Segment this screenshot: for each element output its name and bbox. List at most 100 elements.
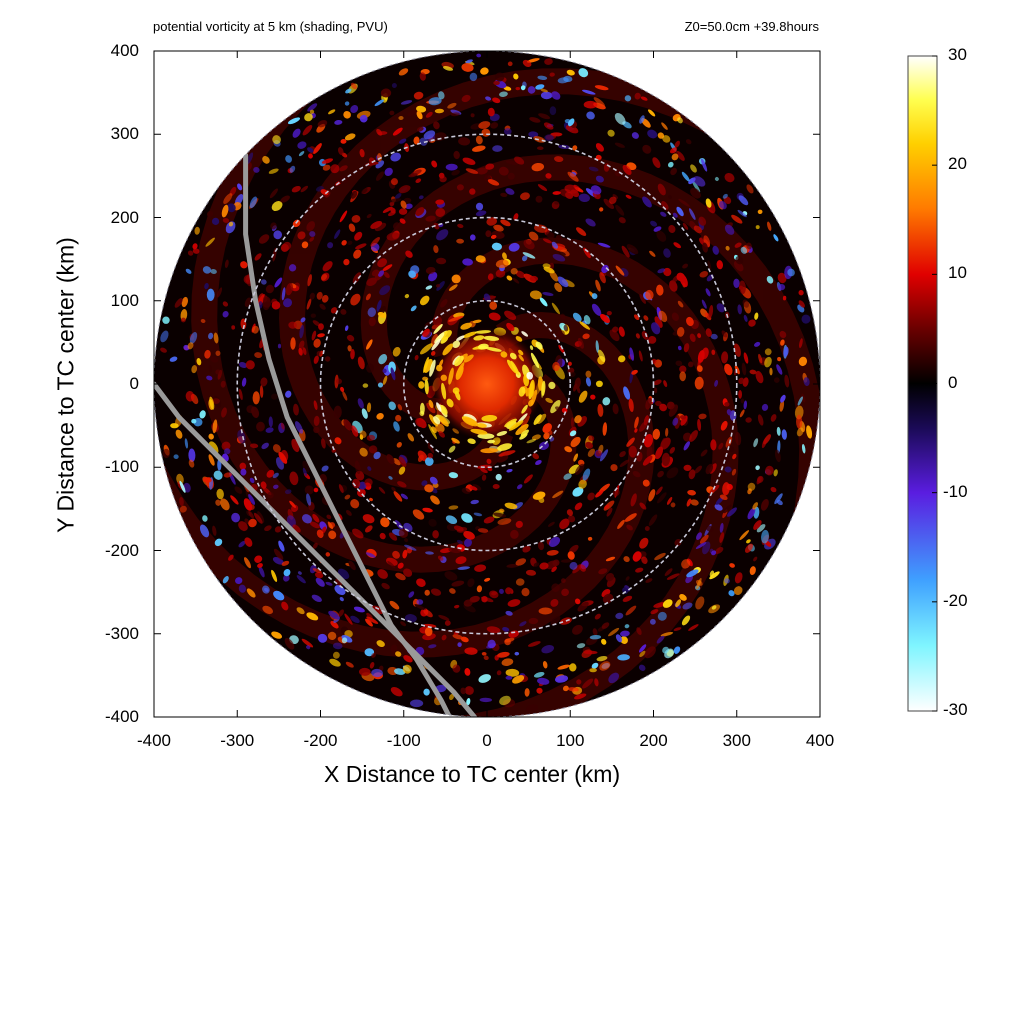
pv-cell bbox=[709, 571, 720, 580]
pv-cell bbox=[308, 153, 313, 159]
pv-cell bbox=[587, 448, 596, 457]
pv-cell bbox=[661, 122, 668, 130]
pv-cell bbox=[278, 540, 285, 552]
pv-eyewall-cell bbox=[518, 354, 524, 362]
pv-cell bbox=[271, 393, 278, 400]
pv-cell bbox=[321, 465, 329, 472]
pv-cell bbox=[711, 550, 717, 556]
pv-cell bbox=[601, 622, 610, 629]
pv-cell bbox=[457, 223, 464, 229]
pv-cell bbox=[657, 611, 667, 621]
pv-cell bbox=[734, 572, 743, 584]
pv-cell bbox=[319, 303, 326, 310]
pv-cell bbox=[478, 674, 491, 683]
pv-cell bbox=[422, 633, 436, 641]
pv-cell bbox=[597, 403, 604, 417]
pv-cell bbox=[208, 364, 212, 373]
pv-cell bbox=[423, 130, 436, 140]
pv-cell bbox=[398, 528, 409, 538]
pv-cell bbox=[765, 465, 774, 476]
pv-cell bbox=[444, 571, 458, 581]
pv-cell bbox=[666, 573, 680, 580]
pv-cell bbox=[340, 138, 347, 144]
pv-cell bbox=[606, 310, 612, 316]
pv-cell bbox=[505, 668, 520, 677]
pv-cell bbox=[272, 472, 279, 479]
pv-cell bbox=[397, 404, 403, 411]
pv-cell bbox=[238, 521, 248, 532]
pv-cell bbox=[723, 504, 732, 514]
pv-cell bbox=[515, 520, 523, 528]
pv-eyewall-cell bbox=[500, 351, 508, 358]
pv-cell bbox=[514, 651, 520, 656]
pv-cell bbox=[231, 512, 241, 523]
pv-cell bbox=[444, 620, 451, 626]
pv-cell bbox=[392, 458, 401, 466]
pv-cell bbox=[499, 508, 505, 513]
pv-cell bbox=[682, 602, 693, 610]
pv-cell bbox=[224, 259, 229, 269]
pv-cell bbox=[222, 576, 229, 584]
pv-cell bbox=[650, 220, 658, 227]
pv-cell bbox=[306, 493, 312, 506]
pv-cell bbox=[325, 552, 331, 557]
pv-eyewall-cell bbox=[436, 402, 442, 412]
pv-cell bbox=[221, 407, 227, 418]
pv-cell bbox=[265, 427, 274, 433]
pv-cell bbox=[204, 349, 211, 359]
pv-cell bbox=[642, 455, 653, 466]
pv-cell bbox=[636, 627, 642, 635]
pv-cell bbox=[240, 468, 247, 476]
pv-cell bbox=[162, 316, 170, 324]
pv-cell bbox=[697, 418, 702, 431]
pv-cell bbox=[278, 451, 288, 464]
pv-cell bbox=[340, 309, 347, 315]
pv-cell bbox=[277, 343, 282, 349]
pv-cell bbox=[656, 635, 665, 644]
pv-cell bbox=[302, 124, 313, 136]
pv-cell bbox=[663, 267, 672, 277]
pv-cell bbox=[414, 354, 419, 361]
pv-cell bbox=[709, 570, 715, 577]
pv-cell bbox=[359, 114, 368, 123]
pv-cell bbox=[235, 577, 243, 585]
pv-cell bbox=[731, 214, 743, 224]
pv-eyewall-cell bbox=[434, 332, 445, 344]
pv-cell bbox=[359, 430, 367, 438]
pv-cell bbox=[672, 212, 678, 218]
pv-cell bbox=[359, 447, 368, 457]
pv-cell bbox=[422, 507, 433, 513]
pv-cell bbox=[284, 637, 295, 650]
pv-cell bbox=[288, 321, 297, 329]
pv-cell bbox=[609, 329, 620, 342]
pv-cell bbox=[589, 668, 597, 673]
pv-cell bbox=[470, 113, 475, 118]
pv-cell bbox=[403, 568, 413, 577]
pv-cell bbox=[524, 688, 530, 697]
pv-cell bbox=[416, 110, 423, 120]
pv-cell bbox=[301, 241, 309, 249]
pv-cell bbox=[673, 627, 682, 632]
pv-cell bbox=[554, 406, 563, 412]
pv-cell bbox=[367, 307, 377, 317]
pv-cell bbox=[325, 581, 333, 586]
pv-cell bbox=[733, 586, 743, 596]
pv-cell bbox=[436, 257, 447, 265]
pv-cell bbox=[408, 173, 418, 178]
pv-cell bbox=[377, 382, 384, 388]
pv-cell bbox=[309, 521, 320, 529]
pv-cell bbox=[513, 213, 519, 221]
pv-cell bbox=[634, 416, 639, 429]
pv-cell bbox=[187, 342, 194, 350]
pv-cell bbox=[504, 502, 518, 510]
pv-cell bbox=[668, 224, 676, 234]
y-tick-label: 100 bbox=[110, 290, 139, 310]
pv-eyewall-cell bbox=[520, 429, 529, 437]
pv-cell bbox=[484, 577, 491, 582]
pv-eyewall-cell bbox=[483, 335, 500, 341]
pv-cell bbox=[612, 194, 619, 199]
pv-cell bbox=[300, 317, 306, 323]
pv-cell bbox=[801, 314, 811, 324]
pv-cell bbox=[456, 238, 464, 244]
pv-cell bbox=[498, 166, 509, 176]
